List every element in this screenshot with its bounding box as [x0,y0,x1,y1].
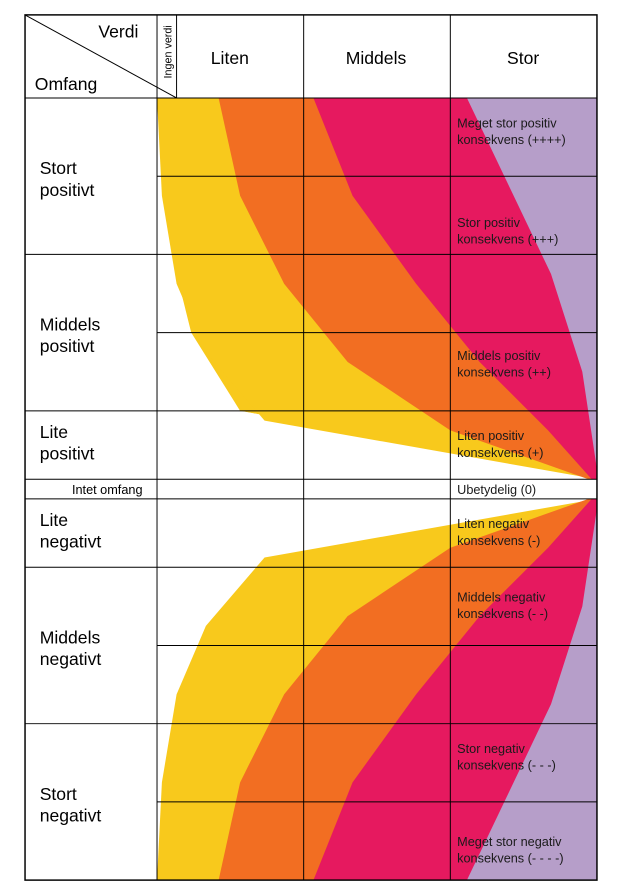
cons-top-0-l1: Meget stor positiv [457,116,557,130]
cons-top-3-l1: Liten positiv [457,429,525,443]
row-bot-0-l1: Lite [40,510,68,530]
header-col-0: Liten [211,48,249,68]
cons-top-2-l2: konsekvens (++) [457,366,551,380]
cons-top-0-l2: konsekvens (++++) [457,133,566,147]
row-top-0-l1: Stort [40,158,77,178]
header-ingen-verdi: Ingen verdi [163,25,175,78]
header-omfang: Omfang [35,74,98,94]
header-col-2: Stor [507,48,539,68]
cons-top-1-l1: Stor positiv [457,216,520,230]
row-top-2-l2: positivt [40,444,95,464]
cons-bot-2-l2: konsekvens (- - -) [457,759,556,773]
cons-bot-2-l1: Stor negativ [457,742,525,756]
row-top-2-l1: Lite [40,422,68,442]
row-top-1-l2: positivt [40,336,95,356]
cons-bot-3-l1: Meget stor negativ [457,835,562,849]
header-verdi: Verdi [98,21,138,41]
cons-bot-0-l2: konsekvens (-) [457,534,540,548]
cons-bot-0-l1: Liten negativ [457,517,530,531]
consequence-matrix: Verdi Omfang Ingen verdi Liten Middels S… [10,10,612,885]
row-center: Intet omfang [72,483,143,497]
cons-center: Ubetydelig (0) [457,483,536,497]
cons-bot-1-l2: konsekvens (- -) [457,607,548,621]
row-bot-0-l2: negativt [40,532,102,552]
cons-top-2-l1: Middels positiv [457,349,541,363]
row-bot-2-l1: Stort [40,784,77,804]
row-bot-2-l2: negativt [40,805,102,825]
cons-top-1-l2: konsekvens (+++) [457,233,558,247]
row-top-1-l1: Middels [40,315,101,335]
matrix-svg-main: Verdi Omfang Ingen verdi Liten Middels S… [10,10,612,885]
row-bot-1-l2: negativt [40,649,102,669]
cons-bot-1-l1: Middels negativ [457,590,546,604]
row-top-0-l2: positivt [40,180,95,200]
header-col-1: Middels [346,48,407,68]
cons-top-3-l2: konsekvens (+) [457,446,543,460]
cons-bot-3-l2: konsekvens (- - - -) [457,852,563,866]
row-bot-1-l1: Middels [40,628,101,648]
